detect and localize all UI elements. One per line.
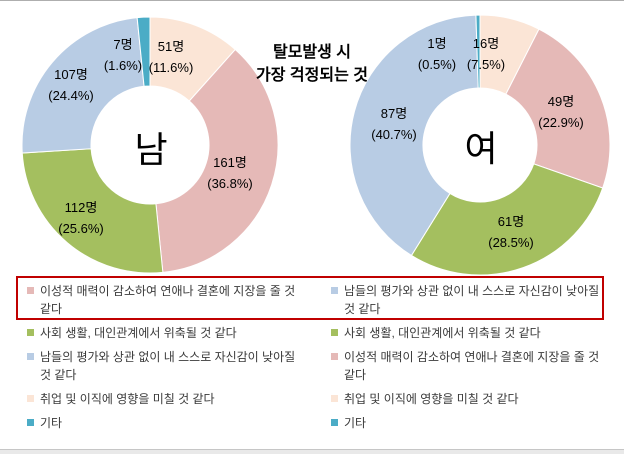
chart-title-line1: 탈모발생 시 [272, 44, 352, 61]
legend-label: 사회 생활, 대인관계에서 위축될 것 같다 [344, 326, 541, 340]
pie-slice-green [21, 148, 164, 274]
legend-item: 이성적 매력이 감소하여 연애나 결혼에 지장을 줄 것 같다 [331, 348, 609, 384]
pie-slice-green [410, 163, 604, 276]
chart-title: 탈모발생 시 가장 걱정되는 것 [227, 41, 397, 87]
legend-label: 사회 생활, 대인관계에서 위축될 것 같다 [40, 326, 237, 340]
legend-swatch-blue [27, 353, 34, 360]
slice-label: 49명 (22.9%) [538, 91, 584, 133]
slice-count: 161명 [213, 155, 247, 170]
slice-count: 112명 [64, 200, 98, 215]
legend-item: 취업 및 이직에 영향을 미칠 것 같다 [331, 390, 609, 408]
slice-percent: (25.6%) [58, 221, 104, 236]
legend-swatch-peach [27, 395, 34, 402]
slice-count: 87명 [380, 106, 408, 121]
slice-label: 87명 (40.7%) [371, 103, 417, 145]
pie-slice-blue [21, 17, 145, 154]
slice-label: 51명 (11.6%) [149, 36, 194, 78]
slice-count: 49명 [547, 94, 575, 109]
donut-center-label-female: 여 [464, 128, 498, 169]
slice-count: 7명 [113, 37, 133, 52]
legend-item: 기타 [331, 414, 609, 432]
legend-label: 남들의 평가와 상관 없이 내 스스로 자신감이 낮아질 것 같다 [344, 284, 600, 316]
legend-swatch-teal [331, 419, 338, 426]
legend-item: 이성적 매력이 감소하여 연애나 결혼에 지장을 줄 것 같다 [27, 282, 303, 318]
pie-slice-teal [136, 16, 151, 87]
window-edge [0, 449, 624, 454]
legend-label: 이성적 매력이 감소하여 연애나 결혼에 지장을 줄 것 같다 [40, 284, 296, 316]
donut-center-label-male: 남 [134, 129, 168, 170]
legend-label: 기타 [344, 416, 367, 430]
slice-label: 1명 (0.5%) [418, 33, 456, 75]
slice-label: 16명 (7.5%) [467, 33, 505, 75]
legend-swatch-green [27, 329, 34, 336]
slice-label: 112명 (25.6%) [58, 197, 104, 239]
legend-label: 취업 및 이직에 영향을 미칠 것 같다 [40, 392, 215, 406]
slice-percent: (7.5%) [466, 57, 506, 72]
legend-item: 취업 및 이직에 영향을 미칠 것 같다 [27, 390, 303, 408]
legend-item: 사회 생활, 대인관계에서 위축될 것 같다 [331, 324, 609, 342]
pie-slice-blue [349, 14, 479, 257]
slice-percent: (11.6%) [148, 60, 194, 75]
slice-percent: (1.6%) [103, 58, 143, 73]
legend-swatch-teal [27, 419, 34, 426]
legend-swatch-peach [331, 395, 338, 402]
slice-label: 107명 (24.4%) [48, 64, 94, 106]
slice-percent: (24.4%) [48, 88, 94, 103]
legend-swatch-blue [331, 287, 338, 294]
pie-slice-teal [475, 14, 481, 89]
legend-label: 이성적 매력이 감소하여 연애나 결혼에 지장을 줄 것 같다 [344, 350, 600, 382]
legend-item: 남들의 평가와 상관 없이 내 스스로 자신감이 낮아질 것 같다 [331, 282, 609, 318]
slice-count: 16명 [472, 36, 500, 51]
slice-count: 1명 [427, 36, 447, 51]
legend-swatch-green [331, 329, 338, 336]
legend-swatch-pink [27, 287, 34, 294]
slice-label: 61명 (28.5%) [488, 211, 534, 253]
legend-swatch-pink [331, 353, 338, 360]
slice-count: 51명 [157, 39, 185, 54]
slice-percent: (36.8%) [207, 176, 253, 191]
pie-slice-pink [155, 48, 279, 273]
pie-slice-pink [505, 28, 611, 189]
slice-count: 107명 [54, 67, 88, 82]
chart-title-line2: 가장 걱정되는 것 [256, 67, 368, 84]
slice-count: 61명 [497, 214, 525, 229]
slice-label: 7명 (1.6%) [104, 34, 142, 76]
slice-percent: (22.9%) [538, 115, 584, 130]
legend-label: 기타 [40, 416, 63, 430]
legend-label: 취업 및 이직에 영향을 미칠 것 같다 [344, 392, 519, 406]
slice-label: 161명 (36.8%) [207, 152, 253, 194]
legend-label: 남들의 평가와 상관 없이 내 스스로 자신감이 낮아질 것 같다 [40, 350, 296, 382]
legend-item: 기타 [27, 414, 303, 432]
legend-item: 남들의 평가와 상관 없이 내 스스로 자신감이 낮아질 것 같다 [27, 348, 303, 384]
slice-percent: (28.5%) [488, 235, 534, 250]
slice-percent: (40.7%) [371, 127, 417, 142]
slice-percent: (0.5%) [417, 57, 457, 72]
legend-item: 사회 생활, 대인관계에서 위축될 것 같다 [27, 324, 303, 342]
